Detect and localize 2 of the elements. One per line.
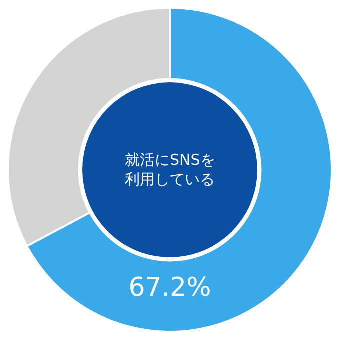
data-label: 67.2% <box>128 273 212 304</box>
text: 就活にSNSを利用している <box>125 151 216 188</box>
